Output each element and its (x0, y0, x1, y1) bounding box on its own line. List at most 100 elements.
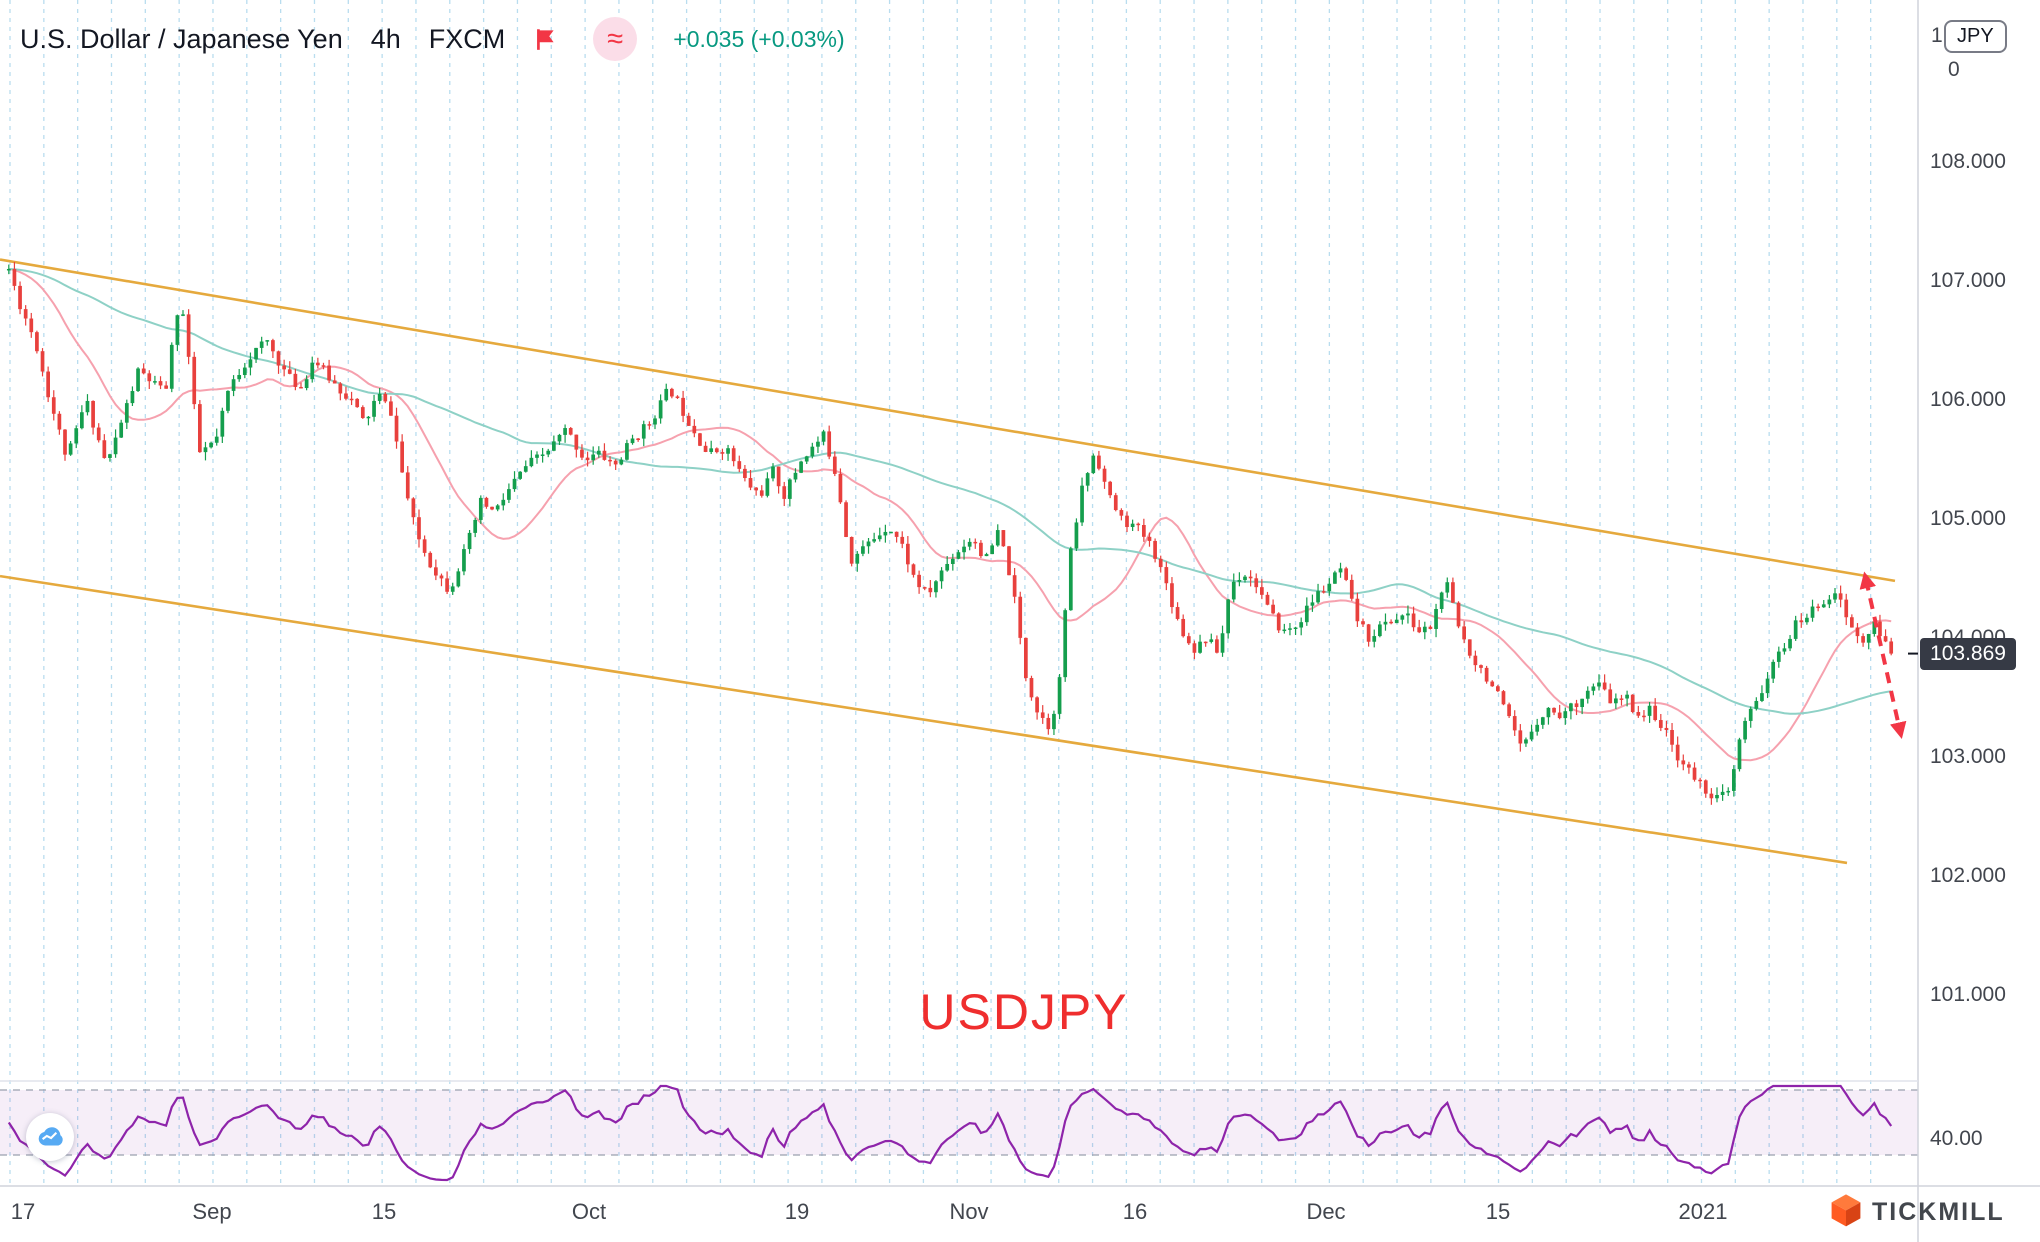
candle (1451, 582, 1455, 603)
candle (1597, 682, 1601, 687)
candle (46, 371, 50, 398)
candle (900, 536, 905, 544)
candle (1591, 686, 1596, 691)
candle (1333, 572, 1337, 584)
current-price-badge: 103.869 (1920, 637, 2016, 670)
channel-trendline[interactable] (0, 258, 1896, 583)
candle (1760, 693, 1764, 701)
candle (799, 461, 803, 473)
candle (956, 552, 961, 559)
candle (147, 373, 152, 382)
price-axis[interactable]: 108.000107.000106.000105.000104.000103.0… (1918, 0, 2040, 1186)
candle (1007, 546, 1011, 576)
candle (939, 570, 944, 582)
indicator-cloud-button[interactable] (26, 1113, 74, 1161)
candle (68, 443, 73, 455)
candle (1102, 468, 1107, 482)
candle (608, 459, 612, 462)
candle (169, 344, 174, 389)
axis-partial-bottom: 0 (1948, 58, 1960, 81)
candle (1636, 712, 1641, 716)
projection-arrow[interactable] (1859, 571, 1907, 740)
symbol-header: U.S. Dollar / Japanese Yen 4h FXCM ≈ +0.… (20, 16, 845, 62)
candle (1361, 621, 1365, 625)
candle (332, 380, 337, 384)
exchange-label[interactable]: FXCM (428, 23, 506, 54)
time-axis[interactable]: 17 Sep 15 Oct 19 Nov 16 Dec 15 2021 (0, 1186, 2040, 1242)
candle (1850, 617, 1854, 628)
candle (1327, 583, 1332, 592)
candle (1198, 641, 1202, 653)
channel-trendline[interactable] (0, 574, 1848, 865)
candle (1085, 473, 1090, 486)
candle (1821, 604, 1826, 608)
candle (877, 535, 882, 540)
candle (254, 347, 258, 360)
price-tick-label: 108.000 (1930, 150, 2006, 173)
candle (602, 450, 607, 460)
candle (1703, 780, 1708, 794)
candle (1254, 578, 1259, 588)
candle (1383, 621, 1388, 625)
candle (1338, 568, 1343, 573)
candle (1108, 481, 1112, 496)
candle (1518, 730, 1523, 744)
candle (1130, 523, 1135, 528)
candle (619, 459, 624, 465)
candle (1422, 626, 1427, 633)
candle (130, 391, 135, 404)
candle (1113, 495, 1118, 511)
candle (737, 461, 742, 469)
candle (51, 397, 56, 414)
candle (231, 379, 236, 391)
symbol-title[interactable]: U.S. Dollar / Japanese Yen (20, 23, 343, 54)
candle (1501, 691, 1506, 705)
candle (636, 438, 640, 440)
price-tick-label: 106.000 (1930, 388, 2006, 411)
similar-symbols-icon[interactable]: ≈ (593, 17, 638, 61)
candle (175, 315, 180, 345)
flag-icon[interactable] (533, 26, 559, 52)
candle (1833, 593, 1837, 600)
candle (1878, 621, 1882, 637)
rsi-band (0, 1090, 1918, 1155)
candle (1754, 700, 1759, 709)
time-tick-label: 17 (10, 1199, 36, 1224)
candle (591, 454, 596, 461)
candle (804, 456, 809, 462)
candle (1170, 583, 1174, 608)
candle (1439, 592, 1444, 609)
candle (327, 365, 331, 381)
candle (574, 434, 579, 450)
candle (1175, 607, 1180, 619)
interval-label[interactable]: 4h (370, 23, 401, 54)
currency-chip[interactable]: JPY (1944, 20, 2007, 53)
candle (96, 427, 101, 441)
candle (714, 448, 719, 453)
candle (495, 505, 500, 510)
candle (119, 422, 124, 438)
candle (557, 434, 562, 442)
candle (6, 268, 11, 271)
candle (810, 446, 815, 457)
candle (321, 365, 326, 367)
candle (973, 541, 978, 544)
candle (1310, 602, 1315, 606)
candle (1490, 681, 1495, 687)
candle (478, 497, 483, 520)
candle (540, 454, 545, 456)
candle (1434, 608, 1438, 629)
candle (434, 567, 438, 576)
candle (355, 398, 360, 408)
candle (1569, 703, 1573, 712)
candle (226, 390, 230, 411)
price-change-label: +0.035 (+0.03%) (673, 25, 845, 52)
candle (1737, 739, 1742, 770)
candle (1024, 637, 1028, 679)
candle (698, 433, 702, 446)
candle (720, 452, 725, 454)
candle (422, 539, 427, 553)
candle (782, 486, 787, 499)
candle (271, 340, 275, 352)
